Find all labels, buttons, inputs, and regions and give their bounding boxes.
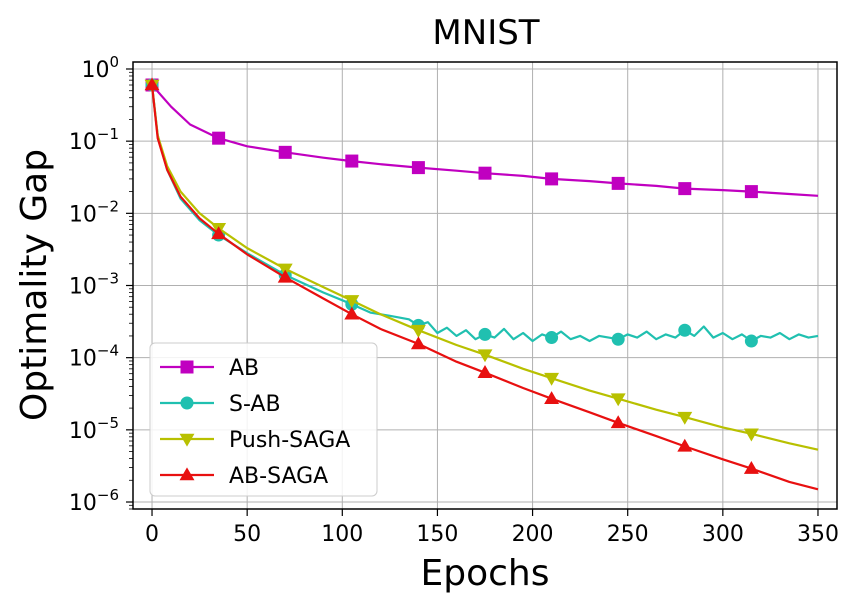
data-point — [477, 365, 493, 378]
data-point — [611, 332, 625, 346]
data-point — [744, 334, 758, 348]
data-point — [478, 166, 492, 180]
x-tick-label: 100 — [321, 522, 363, 547]
legend-item: AB — [160, 356, 259, 381]
data-point — [545, 172, 559, 186]
y-tick-label: 10−6 — [69, 486, 119, 516]
x-tick-label: 200 — [512, 522, 554, 547]
data-point — [344, 295, 360, 309]
series-ab-saga — [144, 77, 819, 491]
legend-marker — [180, 396, 194, 410]
y-tick-label: 10−2 — [69, 197, 119, 227]
y-tick-label: 100 — [81, 53, 119, 83]
legend-item: AB-SAGA — [160, 464, 328, 489]
data-point — [278, 145, 292, 159]
data-point — [344, 306, 360, 320]
data-point — [677, 411, 693, 425]
legend-item: Push-SAGA — [160, 428, 350, 453]
y-tick-label-base: 10 — [69, 275, 97, 300]
y-tick-label: 10−1 — [69, 125, 119, 155]
legend-marker — [179, 433, 195, 447]
data-point — [678, 182, 692, 196]
data-point — [478, 327, 492, 341]
y-tick-label-exponent: 0 — [109, 53, 119, 71]
data-point — [611, 176, 625, 190]
legend-marker — [179, 467, 195, 481]
series-line — [150, 84, 819, 491]
data-point — [411, 161, 425, 175]
data-point — [410, 324, 426, 338]
y-tick-label-exponent: −1 — [97, 125, 119, 143]
x-tick-label: 350 — [797, 522, 839, 547]
y-tick-label-exponent: −4 — [97, 342, 119, 360]
legend-label: S-AB — [229, 392, 281, 417]
legend-item: S-AB — [160, 392, 281, 417]
data-point — [677, 438, 693, 452]
y-tick-label-base: 10 — [81, 58, 109, 83]
y-tick-label-exponent: −5 — [97, 414, 119, 432]
x-tick-label: 250 — [607, 522, 649, 547]
data-point — [545, 331, 559, 345]
data-point — [544, 372, 560, 386]
legend-label: AB-SAGA — [229, 464, 328, 489]
legend-marker — [180, 360, 194, 374]
legend-label: Push-SAGA — [229, 428, 350, 453]
data-point — [345, 154, 359, 168]
data-point — [410, 336, 426, 350]
data-point — [610, 415, 626, 429]
y-tick-label-base: 10 — [69, 130, 97, 155]
x-tick-label: 300 — [702, 522, 744, 547]
data-point — [744, 185, 758, 199]
legend: AB S-AB Push-SAGA AB-SAGA — [149, 342, 378, 497]
data-point — [144, 77, 160, 91]
legend-frame — [149, 342, 378, 497]
x-tick-label: 50 — [233, 522, 261, 547]
data-point — [743, 428, 759, 442]
series-line — [150, 84, 819, 451]
y-tick-label-base: 10 — [69, 491, 97, 516]
y-tick-label-exponent: −6 — [97, 486, 119, 504]
data-point — [477, 349, 493, 363]
data-point — [212, 131, 226, 145]
data-point — [743, 461, 759, 474]
series-push-saga — [144, 79, 819, 451]
y-tick-label-base: 10 — [69, 347, 97, 372]
y-tick-label: 10−5 — [69, 414, 119, 444]
series-line — [151, 84, 819, 197]
y-tick-label-exponent: −2 — [97, 197, 119, 215]
data-point — [610, 393, 626, 407]
axis-ticks: 0 50 100 150 200 250 300 35010010−110−210−310−4… — [69, 53, 839, 547]
x-tick-label: 0 — [145, 522, 159, 547]
y-tick-label: 10−3 — [69, 270, 119, 300]
y-axis-label: Optimality Gap — [14, 149, 55, 421]
data-point — [211, 226, 227, 240]
chart-title: MNIST — [432, 13, 539, 53]
x-tick-label: 150 — [416, 522, 458, 547]
plot-series — [144, 77, 819, 491]
y-tick-label-base: 10 — [69, 419, 97, 444]
data-point — [544, 391, 560, 405]
legend-label: AB — [229, 356, 259, 381]
y-tick-label-base: 10 — [69, 202, 97, 227]
y-tick-label: 10−4 — [69, 342, 119, 372]
data-point — [678, 323, 692, 337]
y-tick-label-exponent: −3 — [97, 270, 119, 288]
data-point — [277, 269, 293, 283]
x-axis-label: Epochs — [421, 553, 550, 594]
